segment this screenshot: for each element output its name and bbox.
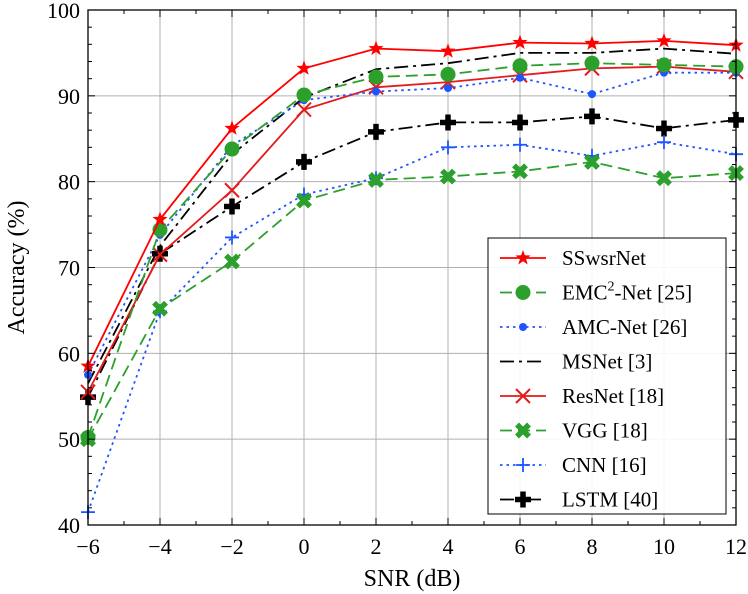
marker-dot: [372, 87, 380, 96]
x-tick-label: 6: [515, 534, 526, 559]
x-tick-label: −2: [220, 534, 243, 559]
x-tick-label: 8: [587, 534, 598, 559]
x-tick-label: −4: [148, 534, 171, 559]
marker-circle: [296, 87, 312, 103]
marker-circle: [656, 57, 672, 73]
x-tick-label: 2: [371, 534, 382, 559]
legend-entry: MSNet [3]: [500, 350, 652, 374]
marker-x-filled: [224, 253, 240, 270]
marker-plus-filled: [584, 108, 600, 125]
marker-x: [296, 101, 312, 118]
marker-star: [584, 35, 600, 50]
marker-dot: [444, 84, 452, 93]
marker-plus-filled: [440, 114, 456, 131]
y-tick-label: 70: [58, 256, 80, 281]
marker-star: [512, 34, 528, 50]
legend-entry: LSTM [40]: [500, 488, 658, 512]
x-axis-label: SNR (dB): [364, 566, 461, 592]
x-tick-label: 0: [299, 534, 310, 559]
legend-label: AMC-Net [26]: [562, 315, 687, 339]
x-tick-label: 10: [653, 534, 675, 559]
legend-entry: AMC-Net [26]: [500, 315, 687, 339]
marker-x-filled: [152, 300, 168, 317]
series-vgg-18: [80, 153, 744, 448]
marker-star: [296, 60, 312, 75]
marker-star: [224, 120, 240, 135]
marker-circle: [515, 285, 531, 300]
marker-plus: [657, 135, 671, 150]
y-tick-label: 80: [58, 170, 80, 195]
legend-label: ResNet [18]: [562, 384, 664, 408]
marker-circle: [440, 66, 456, 82]
marker-plus-filled: [368, 123, 384, 140]
marker-circle: [584, 55, 600, 71]
y-tick-label: 100: [47, 0, 80, 23]
legend-entry: CNN [16]: [500, 453, 647, 477]
legend-label: EMC2-Net [25]: [562, 280, 692, 305]
marker-star: [440, 43, 456, 58]
y-tick-label: 50: [58, 427, 80, 452]
marker-x-filled: [515, 422, 531, 439]
x-tick-label: 4: [443, 534, 454, 559]
marker-x-filled: [368, 172, 384, 188]
marker-star: [152, 211, 168, 226]
legend-label: SSwsrNet: [562, 246, 646, 270]
marker-plus: [513, 137, 527, 152]
marker-x: [152, 246, 168, 263]
series-line: [87, 65, 737, 393]
marker-star: [515, 250, 531, 265]
marker-plus-filled: [512, 114, 528, 131]
marker-dot: [519, 323, 527, 331]
marker-dot: [588, 90, 596, 99]
axis-ticks: −6 −4 −2 0 2 4 6 8 10 12 40 50 60 70 80 90 100: [47, 0, 747, 559]
legend: SSwsrNet EMC2-Net [25] AMC-Net [26] MSNet […: [487, 237, 727, 515]
marker-circle: [224, 141, 240, 157]
legend-label: VGG [18]: [562, 419, 648, 443]
marker-star: [656, 32, 672, 48]
legend-label: CNN [16]: [562, 453, 647, 477]
legend-entry: VGG [18]: [500, 419, 648, 443]
series-line: [87, 160, 737, 440]
series-line: [87, 39, 737, 367]
marker-plus-filled: [224, 198, 240, 215]
marker-plus: [441, 140, 455, 155]
marker-plus-filled: [515, 491, 531, 508]
y-tick-label: 90: [58, 84, 80, 109]
x-tick-label: 12: [725, 534, 747, 559]
marker-plus-filled: [296, 153, 312, 170]
marker-x-filled: [656, 170, 672, 187]
marker-x-filled: [512, 163, 528, 180]
marker-dot: [516, 73, 524, 82]
x-tick-label: −6: [76, 534, 99, 559]
marker-circle: [512, 58, 528, 74]
legend-label: LSTM [40]: [562, 488, 658, 512]
marker-x: [515, 388, 531, 404]
legend-box: [487, 237, 727, 515]
legend-entry: EMC2-Net [25]: [500, 280, 692, 305]
marker-x-filled: [440, 168, 456, 185]
series-line: [87, 115, 737, 398]
marker-plus-filled: [656, 120, 672, 137]
legend-entry: SSwsrNet: [500, 246, 646, 270]
marker-star: [368, 40, 384, 56]
y-tick-label: 60: [58, 341, 80, 366]
marker-x-filled: [296, 192, 312, 209]
marker-x-filled: [584, 153, 600, 170]
y-tick-label: 40: [58, 513, 80, 538]
series-line: [87, 62, 737, 438]
legend-entry: ResNet [18]: [500, 384, 664, 408]
y-axis-label: Accuracy (%): [4, 201, 30, 335]
legend-label: MSNet [3]: [562, 350, 652, 374]
marker-circle: [368, 69, 384, 85]
marker-x: [224, 182, 240, 198]
marker-plus: [225, 230, 239, 245]
marker-plus: [516, 458, 530, 472]
